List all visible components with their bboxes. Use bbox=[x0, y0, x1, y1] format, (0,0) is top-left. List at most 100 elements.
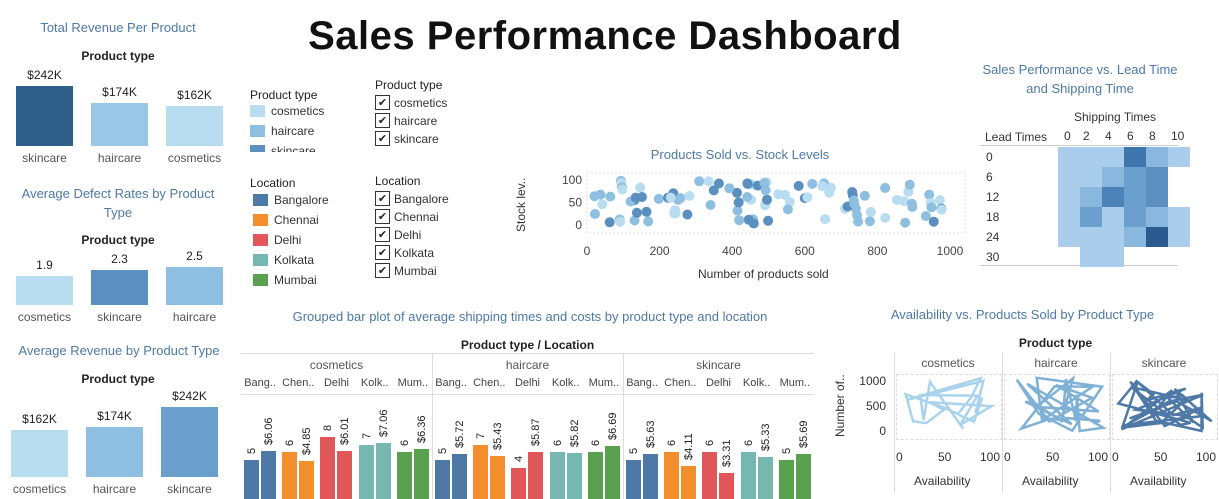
scatter-point bbox=[665, 192, 676, 203]
heatmap-row-label: 0 bbox=[986, 150, 993, 164]
dashboard-title: Sales Performance Dashboard bbox=[308, 14, 902, 58]
scatter-point bbox=[590, 209, 600, 219]
heatmap-cell bbox=[1146, 207, 1168, 227]
checkbox-checked-icon[interactable]: ✔ bbox=[375, 95, 390, 110]
checkbox-checked-icon[interactable]: ✔ bbox=[375, 245, 390, 260]
shipping-time-label: 5 bbox=[246, 447, 258, 454]
scatter-y-tick: 50 bbox=[569, 196, 583, 210]
heatmap-row-label: 6 bbox=[986, 170, 993, 184]
scatter-point bbox=[589, 191, 600, 202]
scatter-point bbox=[773, 189, 784, 200]
availability-panel-label: haircare bbox=[1034, 356, 1078, 370]
scatter-point bbox=[928, 216, 939, 227]
heatmap-row-label: 18 bbox=[986, 210, 1000, 224]
shipping-time-label: 4 bbox=[513, 455, 526, 462]
shipping-time-label: 6 bbox=[589, 439, 602, 446]
scatter-point bbox=[742, 192, 753, 202]
grouped-separator bbox=[623, 353, 624, 499]
scatter-point bbox=[934, 195, 945, 206]
availability-x-tick: 50 bbox=[938, 450, 952, 464]
scatter-point bbox=[865, 206, 876, 217]
scatter-point bbox=[880, 212, 891, 223]
scatter-point bbox=[629, 215, 640, 226]
availability-plot-area bbox=[1112, 374, 1218, 440]
grouped-location-label: Bang.. bbox=[626, 377, 658, 389]
bar-shipping-time bbox=[358, 445, 374, 499]
scatter-point bbox=[643, 216, 654, 227]
shipping-cost-label: $6.01 bbox=[339, 417, 352, 445]
grouped-location-label: Bang.. bbox=[435, 377, 467, 389]
scatter-point bbox=[760, 185, 771, 196]
availability-header: Product type bbox=[1018, 336, 1093, 350]
legend-label: Bangalore bbox=[274, 193, 329, 207]
scatter-x-tick: 800 bbox=[867, 244, 887, 258]
filter-item-bangalore[interactable]: ✔ Bangalore bbox=[375, 191, 449, 206]
filter-label: haircare bbox=[394, 113, 438, 128]
shipping-cost-label: $5.33 bbox=[759, 423, 772, 451]
bar-shipping-time bbox=[664, 452, 680, 499]
bar-shipping-cost bbox=[490, 456, 506, 499]
bar-cosmetics bbox=[16, 276, 73, 305]
availability-plot-area bbox=[896, 374, 1002, 440]
bar-shipping-cost bbox=[757, 457, 773, 499]
filter-item-haircare[interactable]: ✔ haircare bbox=[375, 113, 437, 128]
shipping-time-label: 8 bbox=[322, 424, 335, 431]
filter-item-kolkata[interactable]: ✔ Kolkata bbox=[375, 245, 434, 260]
bar-value-label: $162K bbox=[22, 412, 57, 426]
availability-title: Availability vs. Products Sold by Produc… bbox=[890, 307, 1155, 322]
scatter-x-tick: 0 bbox=[584, 244, 591, 258]
shipping-cost-label: $3.31 bbox=[721, 439, 734, 467]
heatmap-cell bbox=[1168, 207, 1190, 227]
scatter-point bbox=[859, 190, 870, 201]
checkbox-checked-icon[interactable]: ✔ bbox=[375, 191, 390, 206]
availability-y-tick: 500 bbox=[865, 399, 886, 413]
filter-item-delhi[interactable]: ✔ Delhi bbox=[375, 227, 421, 242]
checkbox-checked-icon[interactable]: ✔ bbox=[375, 227, 390, 242]
bar-value-label: $242K bbox=[172, 389, 207, 403]
availability-panel-label: skincare bbox=[1141, 356, 1187, 370]
checkbox-checked-icon[interactable]: ✔ bbox=[375, 113, 390, 128]
shipping-time-label: 6 bbox=[666, 439, 679, 446]
grouped-header: Product type / Location bbox=[460, 338, 595, 352]
scatter-point bbox=[682, 209, 693, 220]
legend-label: cosmetics bbox=[271, 104, 325, 118]
scatter-point bbox=[900, 217, 911, 228]
legend-swatch bbox=[250, 145, 265, 152]
shipping-cost-label: $4.85 bbox=[301, 427, 314, 455]
legend-item-delhi: Delhi bbox=[253, 233, 301, 247]
scatter-point bbox=[597, 199, 608, 210]
grouped-location-label: Kolk.. bbox=[551, 377, 580, 389]
scatter-x-label: Number of products sold bbox=[698, 267, 829, 281]
availability-x-tick: 0 bbox=[896, 450, 903, 464]
scatter-point bbox=[853, 216, 864, 227]
bar-skincare bbox=[161, 407, 218, 477]
scatter-point bbox=[763, 215, 774, 226]
bar-shipping-time bbox=[396, 452, 412, 499]
legend-swatch bbox=[250, 125, 265, 137]
grouped-location-label: Kolk.. bbox=[742, 377, 771, 389]
checkbox-checked-icon[interactable]: ✔ bbox=[375, 209, 390, 224]
checkbox-checked-icon[interactable]: ✔ bbox=[375, 131, 390, 146]
scatter-x-tick: 400 bbox=[722, 244, 742, 258]
bar-shipping-cost bbox=[413, 449, 429, 499]
availability-x-tick: 50 bbox=[1046, 450, 1060, 464]
grouped-location-label: Mum.. bbox=[397, 377, 429, 389]
bar-category-label: haircare bbox=[97, 151, 142, 165]
filter-item-mumbai[interactable]: ✔ Mumbai bbox=[375, 263, 437, 278]
availability-x-tick: 100 bbox=[1196, 450, 1217, 464]
heatmap-cell bbox=[1058, 187, 1080, 207]
legend-item-mumbai: Mumbai bbox=[253, 273, 317, 287]
bar-shipping-time bbox=[702, 452, 718, 499]
checkbox-checked-icon[interactable]: ✔ bbox=[375, 263, 390, 278]
filter-item-skincare[interactable]: ✔ skincare bbox=[375, 131, 439, 146]
bar-shipping-time bbox=[473, 445, 489, 499]
scatter-point bbox=[904, 179, 915, 190]
filter-item-chennai[interactable]: ✔ Chennai bbox=[375, 209, 439, 224]
bar-category-label: haircare bbox=[172, 310, 217, 324]
filter-item-cosmetics[interactable]: ✔ cosmetics bbox=[375, 95, 447, 110]
scatter-point bbox=[631, 207, 642, 218]
scatter-y-tick: 0 bbox=[575, 218, 582, 232]
bar-cosmetics bbox=[166, 106, 223, 146]
shipping-time-label: 6 bbox=[704, 439, 717, 446]
scatter-point bbox=[635, 182, 646, 193]
